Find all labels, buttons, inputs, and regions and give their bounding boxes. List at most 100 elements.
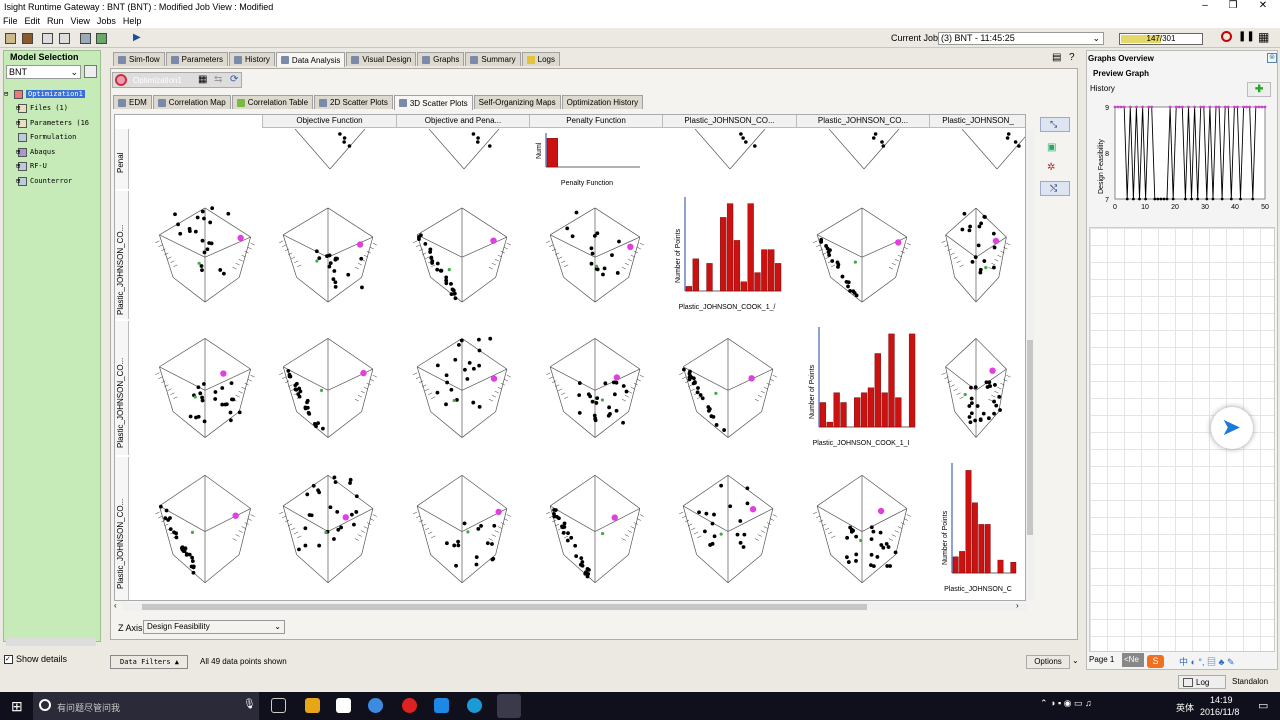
data-point[interactable] (969, 385, 973, 390)
scatter-3d-plot[interactable] (803, 465, 921, 593)
data-point[interactable] (580, 560, 585, 564)
data-point[interactable] (336, 527, 341, 532)
task-view-icon[interactable] (271, 698, 286, 713)
data-point[interactable] (722, 428, 727, 432)
data-point[interactable] (333, 280, 338, 285)
data-point[interactable] (840, 274, 845, 279)
data-point[interactable] (738, 519, 743, 523)
data-point[interactable] (992, 245, 997, 250)
data-point[interactable] (191, 570, 196, 575)
scatter-3d-plot[interactable] (403, 465, 521, 593)
data-point[interactable] (711, 414, 716, 419)
data-point[interactable] (601, 272, 605, 277)
feasible-point[interactable] (452, 398, 456, 403)
scatter-3d-plot[interactable] (403, 329, 521, 447)
data-point[interactable] (621, 420, 625, 425)
left-hscroll[interactable] (6, 638, 96, 646)
data-point[interactable] (735, 532, 740, 537)
explorer-icon[interactable] (305, 698, 320, 713)
data-point[interactable] (589, 246, 594, 251)
data-point[interactable] (449, 292, 454, 297)
back-icon[interactable]: ⇆ (214, 74, 223, 85)
data-point[interactable] (218, 268, 223, 272)
notification-icon[interactable]: ▭ (1258, 700, 1269, 712)
history-point[interactable] (1138, 197, 1141, 201)
data-point[interactable] (570, 234, 575, 239)
data-point[interactable] (491, 556, 496, 561)
feasible-point[interactable] (719, 532, 723, 536)
data-point[interactable] (338, 132, 342, 136)
data-point[interactable] (991, 231, 996, 236)
data-point[interactable] (710, 541, 715, 546)
hist-bar[interactable] (978, 524, 985, 574)
data-point[interactable] (462, 521, 467, 526)
data-point[interactable] (697, 510, 701, 515)
history-point[interactable] (1116, 105, 1120, 109)
layout-icon[interactable]: ▤ (1052, 52, 1062, 63)
data-point[interactable] (846, 284, 850, 289)
data-point[interactable] (827, 253, 832, 257)
feasible-point[interactable] (193, 395, 197, 399)
column-header[interactable]: Objective and Pena... (397, 115, 530, 128)
next-page-button[interactable]: <Ne (1122, 653, 1144, 667)
hist-bar[interactable] (833, 392, 840, 428)
history-point[interactable] (1229, 197, 1233, 201)
save-icon[interactable] (42, 33, 53, 44)
plot-settings-button[interactable]: ⤡ (1040, 117, 1070, 132)
hist-bar[interactable] (768, 249, 775, 292)
hist-bar[interactable] (972, 502, 978, 574)
data-point[interactable] (573, 543, 578, 548)
data-point[interactable] (193, 229, 198, 234)
data-point[interactable] (452, 291, 457, 296)
data-point[interactable] (191, 565, 196, 570)
data-point[interactable] (819, 240, 824, 244)
data-point[interactable] (471, 132, 476, 136)
filter-plot-icon[interactable]: ✲ (1047, 162, 1056, 173)
data-point[interactable] (595, 231, 600, 236)
data-point[interactable] (886, 545, 891, 549)
history-point[interactable] (1131, 197, 1135, 201)
history-point[interactable] (1217, 105, 1221, 109)
tree-item-rfu[interactable]: ⊞ RF-U (16, 161, 47, 171)
media-icon[interactable] (467, 698, 482, 713)
data-point[interactable] (979, 221, 984, 226)
hist-bar[interactable] (854, 397, 861, 428)
data-point[interactable] (975, 404, 980, 408)
data-point[interactable] (360, 285, 364, 290)
hist-bar[interactable] (1010, 561, 1017, 574)
history-point[interactable] (1263, 105, 1267, 109)
data-point[interactable] (880, 140, 884, 144)
scatter-3d-plot[interactable] (803, 199, 921, 311)
data-point[interactable] (200, 398, 205, 403)
swap-axes-button[interactable]: ⤭ (1040, 181, 1070, 196)
data-point[interactable] (592, 413, 597, 418)
data-point[interactable] (314, 249, 319, 254)
db-icon[interactable] (22, 33, 33, 44)
subtab-3d-scatter[interactable]: 3D Scatter Plots (393, 95, 473, 110)
data-point[interactable] (444, 373, 449, 378)
history-point[interactable] (1190, 197, 1193, 201)
data-point[interactable] (593, 418, 598, 423)
data-point[interactable] (477, 348, 482, 353)
data-point[interactable] (286, 369, 291, 373)
run-icon[interactable]: ▶ (133, 32, 141, 43)
tab-parameters[interactable]: Parameters (165, 52, 229, 66)
report-icon[interactable]: ▦ (198, 74, 208, 85)
feasible-point[interactable] (447, 267, 451, 272)
highlight-point[interactable] (613, 374, 621, 381)
data-point[interactable] (712, 512, 716, 517)
hist-bar[interactable] (867, 387, 875, 428)
network-icon[interactable] (80, 33, 91, 44)
data-point[interactable] (220, 402, 225, 407)
feasible-point[interactable] (714, 391, 718, 395)
data-point[interactable] (332, 475, 337, 480)
data-point[interactable] (565, 538, 570, 543)
data-point[interactable] (456, 539, 460, 544)
data-point[interactable] (688, 369, 692, 374)
options-chevron-icon[interactable]: ⌄ (1072, 656, 1079, 665)
data-point[interactable] (303, 543, 308, 548)
data-point[interactable] (589, 261, 594, 266)
maximize-icon[interactable]: ❐ (1228, 0, 1238, 11)
data-point[interactable] (851, 289, 856, 294)
highlight-point[interactable] (356, 241, 364, 248)
